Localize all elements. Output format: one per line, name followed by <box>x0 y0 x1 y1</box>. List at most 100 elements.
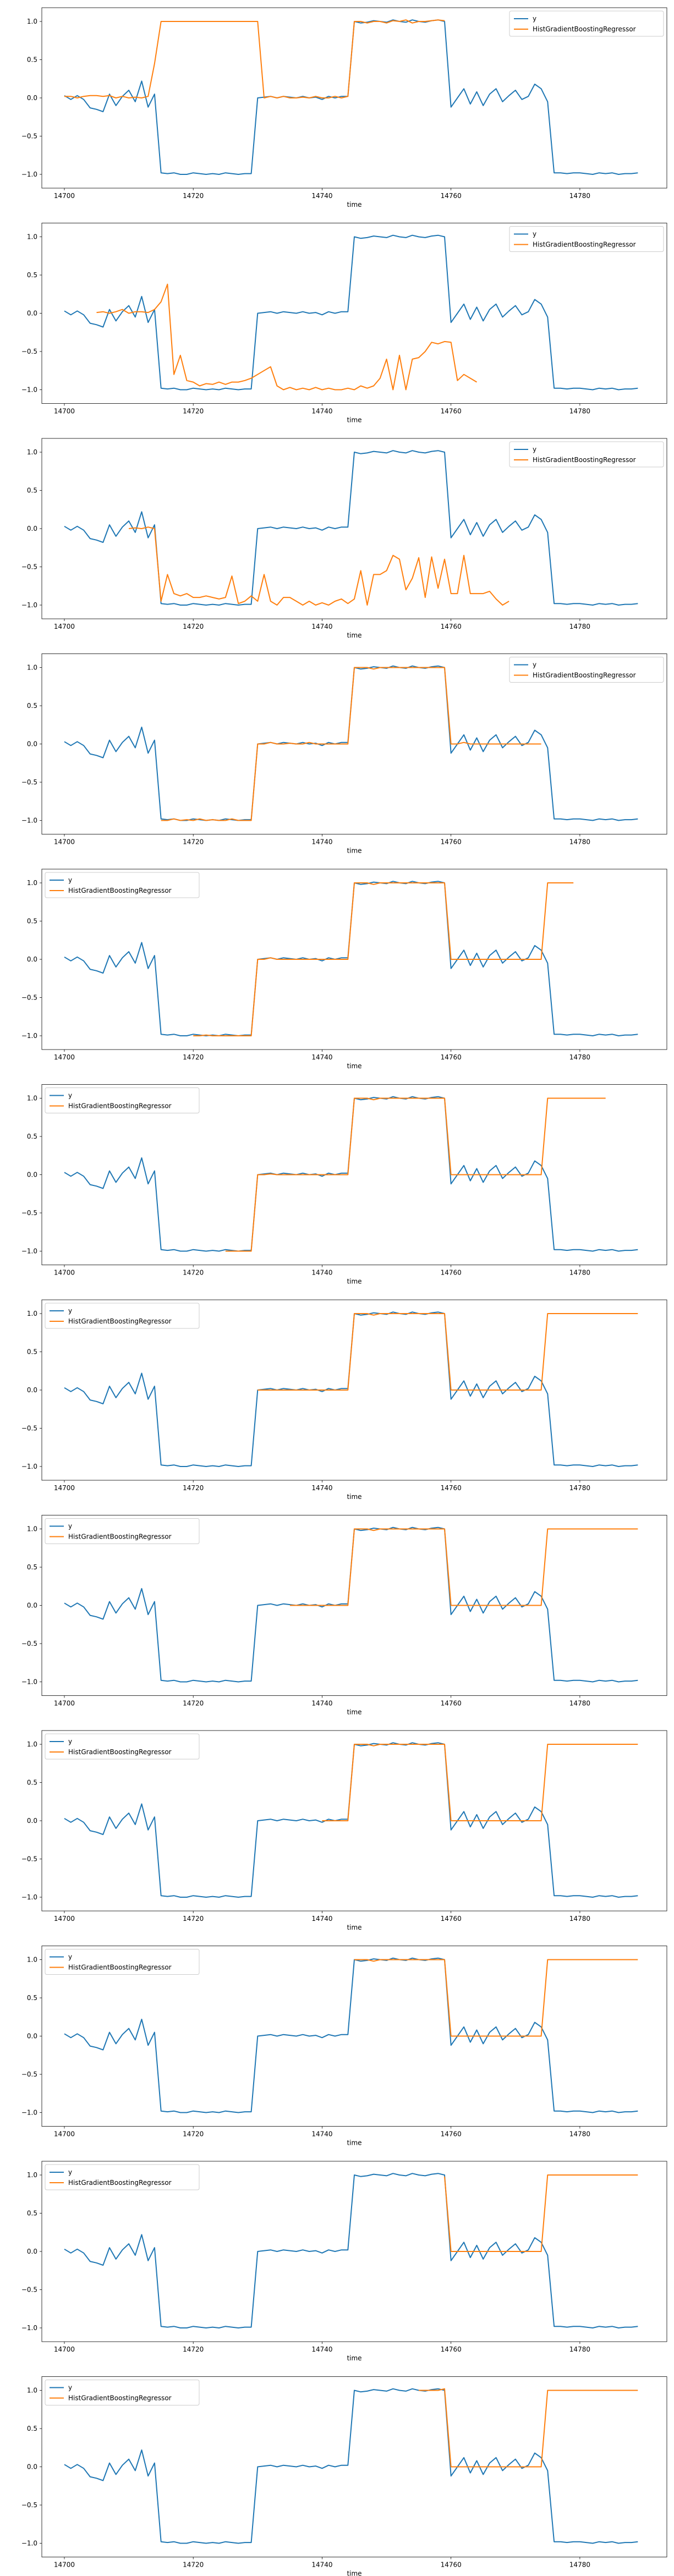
y-tick-label: −1.0 <box>21 386 37 393</box>
series-line-prediction <box>96 283 478 391</box>
legend-label: y <box>68 1092 72 1100</box>
y-tick-label: −0.5 <box>21 563 37 570</box>
legend-box <box>45 1518 200 1544</box>
legend-box <box>509 657 664 683</box>
legend-label: y <box>68 876 72 884</box>
x-tick-label: 14780 <box>569 1915 590 1923</box>
y-tick-label: 1.0 <box>27 1956 37 1964</box>
legend-label: y <box>533 661 536 669</box>
y-tick-label: −1.0 <box>21 1463 37 1470</box>
subplot-12: −1.0 −0.5 0.0 0.5 1.0 14700 14720 14740 14760 147… <box>21 2376 667 2576</box>
x-tick-label: 14780 <box>569 623 590 630</box>
series-line-prediction <box>257 1313 638 1391</box>
y-tick-label: 0.5 <box>27 918 37 925</box>
subplot-5: −1.0 −0.5 0.0 0.5 1.0 14700 14720 14740 14760 147… <box>21 869 667 1070</box>
series-line-prediction <box>419 2388 638 2468</box>
legend-label: HistGradientBoostingRegressor <box>68 1102 172 1110</box>
legend-label: HistGradientBoostingRegressor <box>68 1748 172 1756</box>
x-axis-label: time <box>347 201 361 208</box>
x-axis-label: time <box>347 1924 361 1931</box>
x-tick-label: 14740 <box>311 623 332 630</box>
y-tick-label: 1.0 <box>27 1310 37 1317</box>
y-tick-label: 0.5 <box>27 1348 37 1356</box>
y-tick-label: 0.5 <box>27 271 37 279</box>
series-line-y <box>64 19 638 175</box>
legend: y HistGradientBoostingRegressor <box>45 1949 200 1975</box>
legend-box <box>45 1733 200 1760</box>
legend-label: y <box>68 1523 72 1530</box>
y-tick-label: 0.5 <box>27 2210 37 2217</box>
series-line-prediction <box>161 667 541 821</box>
y-tick-label: 1.0 <box>27 2387 37 2394</box>
legend: y HistGradientBoostingRegressor <box>45 1518 200 1544</box>
y-tick-label: 0.0 <box>27 740 37 748</box>
x-tick-label: 14760 <box>441 408 462 415</box>
x-tick-label: 14720 <box>183 2130 204 2138</box>
legend-label: HistGradientBoostingRegressor <box>533 456 636 464</box>
x-axis-label: time <box>347 1278 361 1286</box>
y-tick-label: −1.0 <box>21 1032 37 1040</box>
y-tick-label: 0.5 <box>27 487 37 495</box>
x-tick-label: 14700 <box>54 192 75 200</box>
subplot-4: −1.0 −0.5 0.0 0.5 1.0 14700 14720 14740 14760 147… <box>21 653 667 855</box>
legend: y HistGradientBoostingRegressor <box>45 1733 200 1760</box>
x-tick-label: 14720 <box>183 1915 204 1923</box>
x-tick-label: 14720 <box>183 2561 204 2569</box>
series-line-y <box>64 2388 638 2544</box>
series-line-prediction <box>444 2174 638 2252</box>
legend-label: HistGradientBoostingRegressor <box>68 1533 172 1541</box>
y-tick-label: −1.0 <box>21 2539 37 2547</box>
x-tick-label: 14700 <box>54 838 75 846</box>
x-tick-label: 14760 <box>441 2561 462 2569</box>
legend-label: HistGradientBoostingRegressor <box>533 672 636 679</box>
x-tick-label: 14700 <box>54 2561 75 2569</box>
legend: y HistGradientBoostingRegressor <box>45 1303 200 1329</box>
series-line-y <box>64 234 638 391</box>
x-tick-label: 14700 <box>54 623 75 630</box>
x-tick-label: 14780 <box>569 1053 590 1061</box>
x-tick-label: 14760 <box>441 1269 462 1277</box>
y-tick-label: 0.0 <box>27 1171 37 1179</box>
series-line-y <box>64 1096 638 1252</box>
subplot-8: −1.0 −0.5 0.0 0.5 1.0 14700 14720 14740 14760 147… <box>21 1515 667 1716</box>
subplot-10: −1.0 −0.5 0.0 0.5 1.0 14700 14720 14740 14760 147… <box>21 1946 667 2147</box>
y-tick-label: 0.5 <box>27 702 37 710</box>
y-tick-label: 1.0 <box>27 879 37 887</box>
x-tick-label: 14760 <box>441 623 462 630</box>
y-tick-label: 1.0 <box>27 664 37 672</box>
legend: y HistGradientBoostingRegressor <box>509 10 664 37</box>
x-tick-label: 14780 <box>569 408 590 415</box>
legend-label: HistGradientBoostingRegressor <box>68 1317 172 1325</box>
series-line-y <box>64 2173 638 2328</box>
legend-box <box>509 10 664 37</box>
x-tick-label: 14760 <box>441 1053 462 1061</box>
subplot-2: −1.0 −0.5 0.0 0.5 1.0 14700 14720 14740 14760 147… <box>21 223 667 424</box>
y-tick-label: 0.5 <box>27 1779 37 1787</box>
y-tick-label: −1.0 <box>21 1247 37 1255</box>
y-tick-label: −1.0 <box>21 171 37 178</box>
x-tick-label: 14780 <box>569 838 590 846</box>
legend-label: y <box>68 2168 72 2176</box>
y-tick-label: 0.0 <box>27 1386 37 1394</box>
series-line-y <box>64 1311 638 1467</box>
x-axis-label: time <box>347 2570 361 2576</box>
x-tick-label: 14760 <box>441 1700 462 1707</box>
legend-label: y <box>68 1953 72 1961</box>
x-axis-label: time <box>347 847 361 855</box>
y-tick-label: 0.0 <box>27 310 37 317</box>
series-line-y <box>64 665 638 821</box>
legend: y HistGradientBoostingRegressor <box>509 441 664 468</box>
y-tick-label: −0.5 <box>21 2070 37 2078</box>
y-tick-label: −0.5 <box>21 1424 37 1432</box>
x-tick-label: 14780 <box>569 1484 590 1492</box>
y-tick-label: 0.5 <box>27 1563 37 1571</box>
x-tick-label: 14780 <box>569 192 590 200</box>
x-tick-label: 14720 <box>183 192 204 200</box>
legend-box <box>45 872 200 898</box>
y-tick-label: −0.5 <box>21 2501 37 2509</box>
subplot-7: −1.0 −0.5 0.0 0.5 1.0 14700 14720 14740 14760 147… <box>21 1299 667 1501</box>
series-line-prediction <box>225 1097 606 1252</box>
series-line-prediction <box>289 1528 638 1606</box>
x-tick-label: 14740 <box>311 1053 332 1061</box>
